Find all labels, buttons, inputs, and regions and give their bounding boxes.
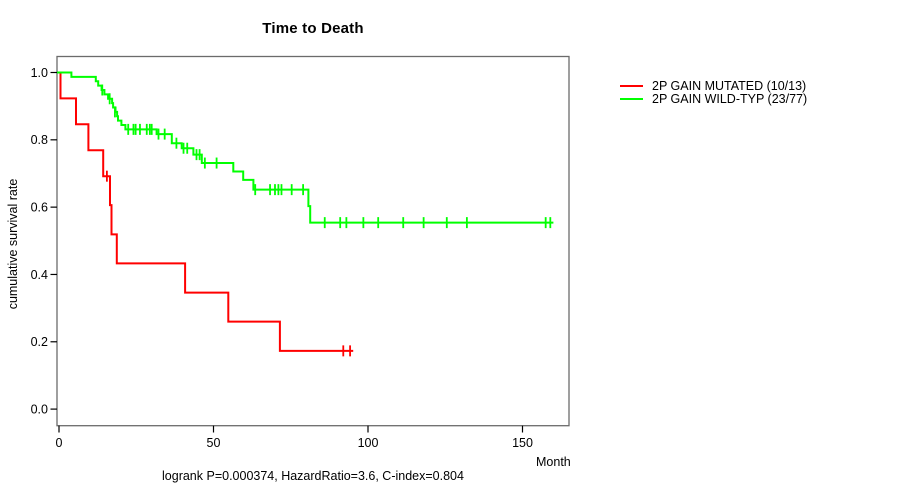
y-tick-label: 0.6 bbox=[31, 201, 48, 215]
y-tick-label: 0.2 bbox=[31, 335, 48, 349]
legend-item-mutated: 2P GAIN MUTATED (10/13) bbox=[620, 79, 807, 93]
x-tick-label: 150 bbox=[512, 436, 533, 450]
legend: 2P GAIN MUTATED (10/13) 2P GAIN WILD-TYP… bbox=[620, 79, 807, 106]
legend-label-wildtype: 2P GAIN WILD-TYP (23/77) bbox=[652, 92, 808, 107]
legend-item-wildtype: 2P GAIN WILD-TYP (23/77) bbox=[620, 92, 808, 107]
y-tick-label: 0.0 bbox=[31, 403, 48, 417]
x-tick-label: 100 bbox=[358, 436, 379, 450]
y-tick-label: 0.4 bbox=[31, 268, 48, 282]
x-axis-title: Month bbox=[536, 455, 571, 469]
legend-line-swatch-mutated bbox=[620, 84, 643, 87]
survival-curve-mutated bbox=[57, 71, 354, 352]
x-tick-label: 50 bbox=[207, 436, 221, 450]
y-tick-label: 1.0 bbox=[31, 66, 48, 80]
legend-line-swatch-wildtype bbox=[620, 98, 643, 101]
plot-border bbox=[56, 55, 570, 427]
survival-curve-wildtype bbox=[57, 71, 554, 224]
stats-annotation: logrank P=0.000374, HazardRatio=3.6, C-i… bbox=[162, 469, 464, 483]
x-tick-label: 0 bbox=[56, 436, 63, 450]
y-tick-label: 0.8 bbox=[31, 133, 48, 147]
chart-title: Time to Death bbox=[262, 20, 364, 37]
legend-label-mutated: 2P GAIN MUTATED (10/13) bbox=[652, 78, 807, 93]
